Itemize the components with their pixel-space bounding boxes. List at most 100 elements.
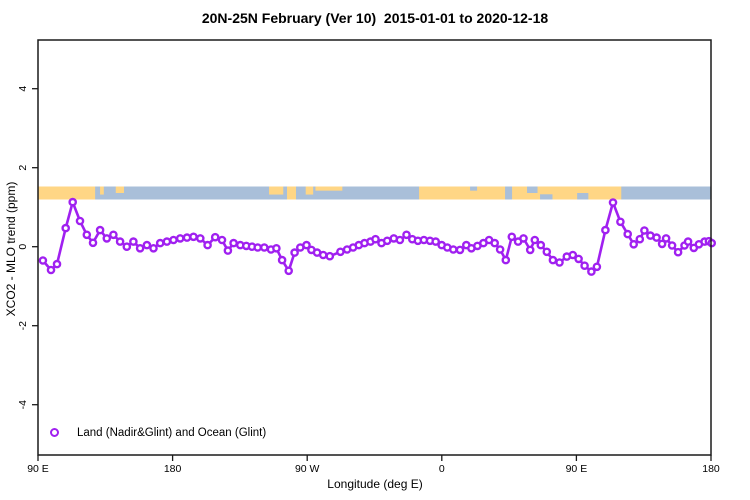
series-marker xyxy=(122,242,132,251)
series-marker xyxy=(229,238,238,248)
series-marker xyxy=(530,235,540,245)
map-strip-land-segment xyxy=(269,186,284,195)
series-marker xyxy=(38,256,48,265)
series-marker xyxy=(635,234,645,244)
series-marker xyxy=(325,251,335,261)
legend-marker-icon xyxy=(50,428,59,437)
series-marker xyxy=(290,248,299,257)
series-marker xyxy=(272,243,281,253)
x-tick-label: 90 W xyxy=(295,463,320,475)
series-marker xyxy=(395,235,405,245)
series-marker xyxy=(142,240,152,250)
series-marker xyxy=(652,233,661,242)
series-marker xyxy=(102,234,112,243)
legend-series-key-icon xyxy=(42,428,68,438)
series-marker xyxy=(382,236,392,246)
series-marker xyxy=(608,198,618,207)
series-marker xyxy=(490,238,500,248)
series-marker xyxy=(52,259,62,269)
legend: Land (Nadir&Glint) and Ocean (Glint) xyxy=(42,427,266,439)
series-marker xyxy=(182,233,192,242)
series-marker xyxy=(431,237,441,246)
series-marker xyxy=(210,232,220,242)
map-strip-ocean-notch xyxy=(527,186,538,193)
series-marker xyxy=(629,239,639,249)
series-marker xyxy=(371,234,380,244)
series-marker xyxy=(683,237,693,246)
series-marker xyxy=(616,217,625,227)
series-marker xyxy=(189,232,198,242)
series-marker xyxy=(284,266,294,276)
x-tick-label: 90 E xyxy=(27,463,49,475)
x-tick-label: 180 xyxy=(164,463,182,475)
map-strip-ocean-notch xyxy=(540,194,553,200)
map-strip-land-segment xyxy=(38,186,96,200)
series-marker xyxy=(657,239,667,249)
series-marker xyxy=(455,245,465,255)
series-marker xyxy=(402,230,411,240)
series-marker xyxy=(149,243,158,253)
series-marker xyxy=(592,262,602,272)
series-marker xyxy=(587,267,596,276)
x-tick-label: 180 xyxy=(702,463,720,475)
series-marker xyxy=(580,261,589,271)
series-marker xyxy=(223,246,233,255)
series-marker xyxy=(519,234,528,243)
series-marker xyxy=(203,240,212,250)
series-marker xyxy=(542,247,552,257)
x-tick-label: 0 xyxy=(439,463,445,475)
map-strip-ocean-notch xyxy=(470,186,478,191)
series-marker xyxy=(135,243,145,253)
chart-title: 20N-25N February (Ver 10) 2015-01-01 to … xyxy=(201,10,549,26)
series-marker xyxy=(661,234,671,243)
plot-frame xyxy=(37,39,712,456)
series-marker xyxy=(115,237,125,246)
series-marker xyxy=(217,235,227,245)
series-marker xyxy=(277,255,287,265)
series-marker xyxy=(507,232,517,242)
y-axis-title: XCO2 - MLO trend (ppm) xyxy=(4,181,18,317)
series-marker xyxy=(175,234,185,243)
series-marker xyxy=(155,238,165,248)
series-marker xyxy=(109,230,118,240)
x-axis-title: Longitude (deg E) xyxy=(327,477,423,491)
series-marker xyxy=(95,225,105,235)
y-tick-label: -4 xyxy=(17,400,29,409)
legend-label: Land (Nadir&Glint) and Ocean (Glint) xyxy=(77,427,267,439)
series-marker xyxy=(536,240,546,250)
series-marker xyxy=(195,234,205,243)
y-tick-label: -2 xyxy=(17,321,29,330)
series-marker xyxy=(253,243,263,252)
map-strip-land-segment xyxy=(419,186,506,200)
series-marker xyxy=(667,241,677,250)
y-tick-label: 4 xyxy=(17,86,29,92)
series-marker xyxy=(336,247,345,257)
x-tick-label: 90 E xyxy=(566,463,588,475)
series-marker xyxy=(568,250,578,260)
series-marker xyxy=(548,255,558,265)
map-strip-land-segment xyxy=(512,186,622,200)
map-strip-land-segment xyxy=(287,186,296,200)
series-marker xyxy=(75,216,85,226)
series-marker xyxy=(673,247,683,257)
map-strip-land-segment xyxy=(315,186,343,191)
series-marker xyxy=(68,197,77,207)
series-marker xyxy=(601,225,610,235)
series-marker xyxy=(640,226,649,235)
map-strip-land-segment xyxy=(100,186,104,195)
y-tick-label: 0 xyxy=(17,244,29,250)
y-tick-label: 2 xyxy=(17,165,29,171)
series-marker xyxy=(61,223,70,233)
series-marker xyxy=(501,255,511,265)
series-marker xyxy=(88,238,98,248)
series-marker xyxy=(259,243,269,252)
map-strip-land-segment xyxy=(115,186,124,193)
series-marker xyxy=(448,245,458,254)
map-strip-ocean-notch xyxy=(577,193,589,200)
series-marker xyxy=(169,235,178,245)
series-marker xyxy=(555,258,564,267)
series-marker xyxy=(162,237,172,246)
series-marker xyxy=(129,237,138,246)
